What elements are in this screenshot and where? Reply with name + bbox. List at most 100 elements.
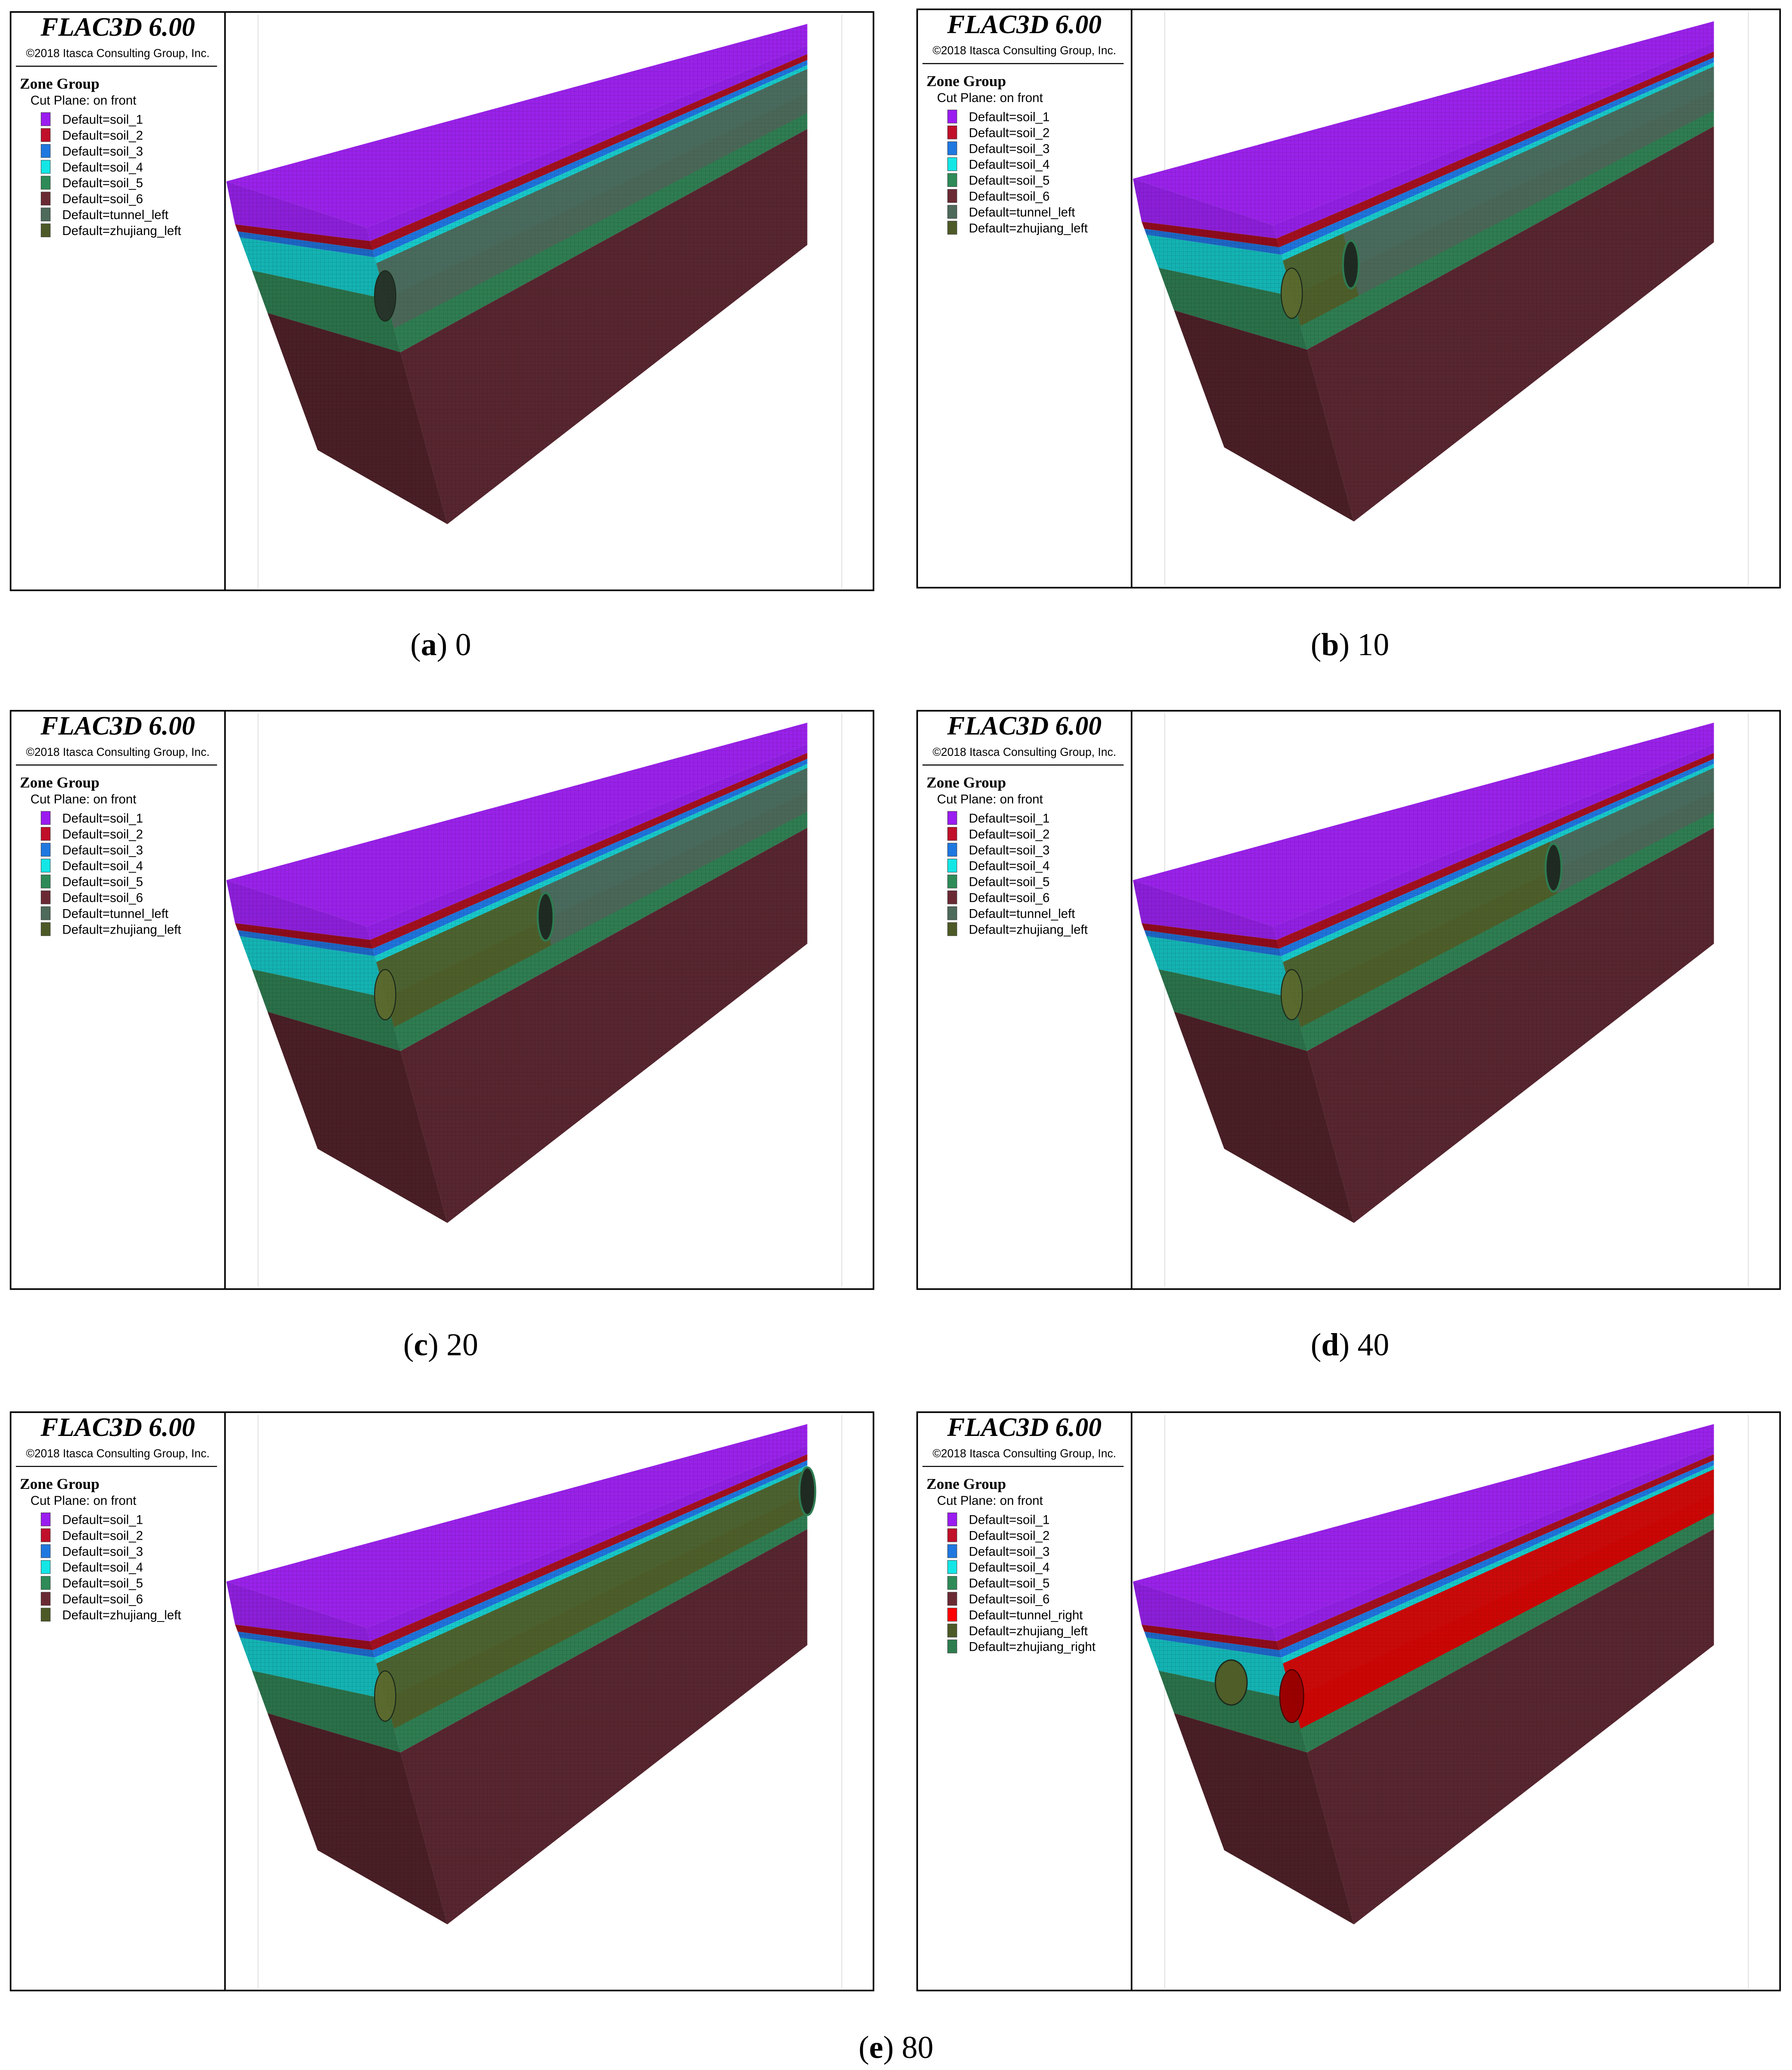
caption-open: (	[403, 1327, 414, 1362]
legend-label: Default=zhujiang_left	[62, 224, 181, 238]
legend-swatch	[947, 827, 957, 841]
legend-label: Default=soil_2	[62, 129, 143, 143]
model	[226, 24, 808, 524]
mesh	[1133, 179, 1354, 522]
legend-label: Default=tunnel_left	[62, 208, 169, 222]
mesh	[1283, 1469, 1714, 1729]
legend-swatch	[947, 157, 957, 171]
legend-swatch	[947, 173, 957, 187]
legend-label: Default=tunnel_left	[62, 907, 169, 921]
mesh	[1133, 880, 1354, 1223]
mesh	[376, 767, 808, 1027]
mesh	[226, 880, 448, 1223]
legend-swatch	[947, 1512, 957, 1526]
legend-label: Default=soil_4	[62, 859, 143, 873]
legend-label: Default=zhujiang_right	[969, 1640, 1096, 1654]
caption-letter: e	[869, 2030, 883, 2065]
model	[226, 1424, 817, 1925]
legend-swatch	[40, 223, 51, 237]
cut-plane: Cut Plane: on front	[937, 1494, 1043, 1508]
legend-label: Default=zhujiang_left	[969, 221, 1088, 235]
legend-label: Default=soil_5	[969, 875, 1050, 889]
caption-letter: b	[1321, 627, 1339, 662]
legend-label: Default=soil_1	[969, 110, 1050, 124]
mesh	[1133, 1424, 1714, 1628]
legend-label: Default=zhujiang_left	[969, 1624, 1088, 1638]
legend-swatch	[947, 843, 957, 857]
legend-label: Default=tunnel_right	[969, 1608, 1083, 1622]
legend-swatch	[40, 890, 51, 904]
app-title: FLAC3D 6.00	[947, 1413, 1102, 1442]
legend-swatch	[947, 1560, 957, 1574]
legend-swatch	[40, 192, 51, 206]
cut-plane: Cut Plane: on front	[31, 792, 136, 806]
model	[1133, 21, 1714, 522]
legend-label: Default=soil_4	[969, 158, 1050, 172]
mesh	[1133, 1581, 1354, 1925]
legend-label: Default=soil_4	[62, 1560, 143, 1575]
legend-label: Default=soil_5	[969, 173, 1050, 188]
legend-swatch	[40, 859, 51, 873]
legend-swatch	[40, 906, 51, 920]
legend-swatch	[947, 221, 957, 235]
legend-label: Default=soil_1	[969, 1513, 1050, 1527]
mesh	[376, 69, 808, 329]
copyright: ©2018 Itasca Consulting Group, Inc.	[26, 1447, 210, 1460]
legend-swatch	[40, 112, 51, 126]
legend-swatch	[40, 160, 51, 174]
legend-label: Default=soil_6	[969, 1592, 1050, 1606]
legend-swatch	[947, 922, 957, 936]
caption-open: (	[858, 2030, 869, 2065]
panel: FLAC3D 6.00 ©2018 Itasca Consulting Group…	[916, 710, 1781, 1290]
legend-label: Default=soil_5	[62, 176, 143, 190]
copyright: ©2018 Itasca Consulting Group, Inc.	[932, 44, 1116, 57]
panel: FLAC3D 6.00 ©2018 Itasca Consulting Group…	[916, 8, 1781, 589]
copyright: ©2018 Itasca Consulting Group, Inc.	[932, 1447, 1116, 1460]
legend-swatch	[40, 1560, 51, 1574]
legend-swatch	[947, 1576, 957, 1590]
caption-letter: d	[1321, 1327, 1339, 1362]
legend-swatch	[40, 875, 51, 888]
legend-label: Default=soil_6	[62, 1592, 143, 1606]
app-title: FLAC3D 6.00	[40, 712, 195, 741]
legend-swatch	[40, 922, 51, 936]
copyright: ©2018 Itasca Consulting Group, Inc.	[26, 46, 210, 59]
app-title: FLAC3D 6.00	[40, 1413, 195, 1442]
legend-label: Default=zhujiang_left	[969, 922, 1088, 937]
legend-swatch	[40, 1528, 51, 1542]
legend-swatch	[40, 827, 51, 841]
legend-title: Zone Group	[20, 75, 99, 92]
legend-swatch	[947, 1592, 957, 1606]
model	[1133, 1424, 1714, 1925]
legend-label: Default=soil_3	[969, 142, 1050, 156]
app-title: FLAC3D 6.00	[947, 10, 1102, 39]
panel: FLAC3D 6.00 ©2018 Itasca Consulting Group…	[9, 11, 875, 591]
legend-label: Default=soil_4	[969, 859, 1050, 873]
legend-title: Zone Group	[20, 1475, 99, 1492]
caption-text: ) 80	[883, 2030, 934, 2065]
legend-swatch	[40, 1592, 51, 1606]
caption: (c) 20	[403, 1327, 478, 1362]
mesh	[226, 722, 808, 927]
cut-plane: Cut Plane: on front	[937, 91, 1043, 105]
legend-label: Default=soil_6	[969, 189, 1050, 204]
caption-text: ) 40	[1339, 1327, 1389, 1362]
caption-text: ) 20	[428, 1327, 478, 1362]
mesh	[226, 1424, 808, 1628]
legend-title: Zone Group	[20, 774, 99, 791]
app-title: FLAC3D 6.00	[947, 712, 1102, 741]
mesh	[1133, 722, 1714, 927]
mesh	[1283, 66, 1714, 326]
caption-open: (	[410, 627, 421, 662]
legend-label: Default=tunnel_left	[969, 907, 1075, 921]
model	[1133, 722, 1714, 1223]
mesh	[226, 1581, 448, 1925]
legend-title: Zone Group	[926, 774, 1006, 791]
mesh	[1133, 21, 1714, 225]
legend-label: Default=soil_2	[62, 827, 143, 842]
legend-swatch	[40, 207, 51, 222]
cut-plane: Cut Plane: on front	[937, 792, 1043, 806]
legend-swatch	[40, 1608, 51, 1622]
mesh	[226, 181, 448, 524]
